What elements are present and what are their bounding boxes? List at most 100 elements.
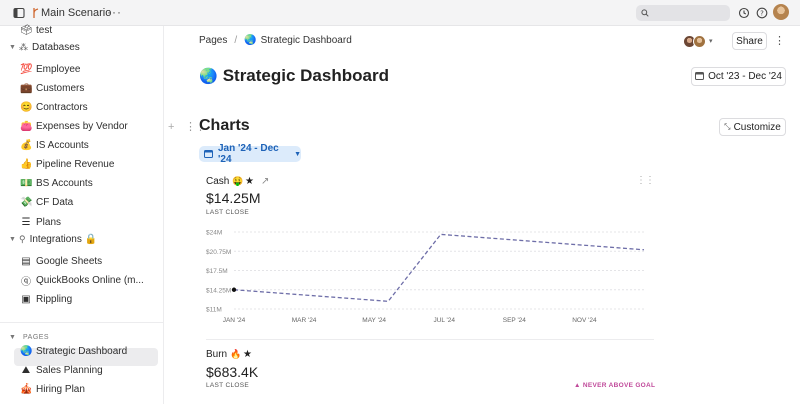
sidebar-item-label: Customers [36, 82, 85, 94]
search-icon [641, 6, 649, 20]
user-avatar[interactable] [773, 4, 789, 20]
sidebar-item-label: Plans [36, 216, 62, 228]
date-range-button[interactable]: Oct '23 - Dec '24 [691, 67, 786, 86]
fire-icon: 🔥 [230, 349, 242, 359]
customize-label: Customize [733, 121, 781, 133]
sidebar-divider [0, 322, 164, 323]
x-tick-label: MAY '24 [362, 317, 386, 324]
y-tick-label: $17.5M [206, 268, 228, 275]
sidebar-item-pipeline-revenue[interactable]: 👍 Pipeline Revenue [20, 156, 114, 172]
sidebar-item-label: test [36, 24, 53, 36]
cash-series-line [233, 233, 645, 302]
sidebar-page-sales-planning[interactable]: ⛰ Sales Planning [20, 362, 103, 378]
page-title: 🌏 Strategic Dashboard [199, 66, 389, 86]
top-bar: Main Scenario ··· ? [0, 0, 800, 26]
sidebar-item-label: Integrations 🔒 [29, 234, 98, 245]
breadcrumb: Pages / 🌏 Strategic Dashboard [199, 35, 352, 46]
page-menu-icon[interactable]: ⋮ [774, 35, 785, 47]
sidebar-item-icon: 💰 [20, 139, 33, 151]
chart-date-filter[interactable]: Jan '24 - Dec '24 ▼ [199, 143, 301, 165]
sidebar-item-employee[interactable]: 💯 Employee [20, 61, 80, 77]
chart-date-filter-label: Jan '24 - Dec '24 [218, 143, 279, 165]
add-block-icon[interactable]: + [168, 121, 175, 133]
sidebar-section-databases[interactable]: ▼ ⁂ Databases [9, 42, 80, 53]
x-tick-label: MAR '24 [292, 317, 317, 324]
sidebar-item-label: CF Data [36, 196, 74, 208]
metric-value-cash: $14.25M [206, 190, 261, 206]
star-icon[interactable]: ★ [243, 349, 252, 360]
sidebar-section-integrations[interactable]: ▼ ⚲ Integrations 🔒 [9, 234, 97, 245]
cash-line-chart: $11M $14.25M $17.5M $20.75M $24M JAN '24 MAR '… [206, 230, 645, 324]
sidebar-page-label: Strategic Dashboard [36, 345, 128, 357]
sidebar-item-rippling[interactable]: ▣ Rippling [20, 291, 72, 307]
star-icon[interactable]: ★ [245, 176, 254, 187]
sidebar-item-icon: 💼 [20, 82, 33, 94]
sidebar-item-label: QuickBooks Online (m... [36, 274, 144, 286]
sidebar-item-bs-accounts[interactable]: 💵 BS Accounts [20, 175, 93, 191]
sidebar-item-label: BS Accounts [36, 177, 93, 189]
expand-icon[interactable]: ↗ [261, 176, 270, 187]
sidebar-item-quickbooks-online-m[interactable]: ⓠ QuickBooks Online (m... [20, 272, 144, 288]
more-options-icon[interactable]: ··· [107, 5, 122, 19]
breadcrumb-separator: / [234, 35, 238, 46]
sidebar-item-icon: ☰ [21, 216, 31, 228]
share-button[interactable]: Share [732, 32, 767, 50]
sidebar-item-icon: ⓠ [21, 276, 31, 288]
chevron-down-icon: ▼ [9, 236, 16, 243]
metric-value-burn: $683.4K [206, 364, 259, 380]
customize-icon: ⤡ [724, 122, 731, 131]
sidebar-item-label: Google Sheets [36, 255, 103, 267]
active-page-highlight [14, 348, 158, 366]
sidebar-page-label: Sales Planning [36, 364, 103, 376]
avatar [693, 34, 706, 48]
section-title: Charts [199, 117, 250, 134]
metric-name-cash[interactable]: Cash 🤑 [206, 176, 244, 187]
sidebar-item-icon: ▣ [21, 293, 31, 305]
sidebar-item-label: Rippling [36, 293, 73, 305]
sidebar-item-icon: 🗳 [20, 24, 33, 36]
sidebar-item-customers[interactable]: 💼 Customers [20, 80, 84, 96]
search-box[interactable] [636, 5, 730, 21]
page-icon: 🌏 [20, 345, 33, 357]
globe-icon: 🌏 [199, 68, 218, 85]
sidebar-item-is-accounts[interactable]: 💰 IS Accounts [20, 137, 89, 153]
sidebar-toggle-icon[interactable] [12, 6, 26, 20]
last-close-marker [231, 287, 237, 292]
x-tick-label: NOV '24 [572, 317, 597, 324]
sidebar-item-cf-data[interactable]: 💸 CF Data [20, 194, 73, 210]
sidebar-item-icon: 💵 [20, 177, 33, 189]
sidebar-item-test[interactable]: 🗳 test [20, 22, 52, 38]
sidebar-page-hiring-plan[interactable]: 🎪 Hiring Plan [20, 381, 85, 397]
search-input[interactable] [652, 7, 724, 19]
history-icon[interactable] [737, 6, 751, 20]
x-tick-label: SEP '24 [503, 317, 527, 324]
x-tick-label: JUL '24 [433, 317, 455, 324]
chevron-down-icon: ▾ [709, 38, 713, 45]
drag-handle-icon[interactable]: ⋮⋮ [185, 121, 206, 133]
svg-text:?: ? [760, 9, 764, 17]
drag-handle-icon[interactable]: ⋮⋮ [636, 175, 655, 186]
breadcrumb-current: Strategic Dashboard [260, 35, 352, 46]
sidebar-item-contractors[interactable]: 😊 Contractors [20, 99, 88, 115]
sidebar-item-icon: 💸 [20, 196, 33, 208]
help-icon[interactable]: ? [755, 6, 769, 20]
sidebar-item-icon: ⚲ [19, 234, 26, 244]
card-divider [206, 339, 654, 340]
metric-name-burn[interactable]: Burn 🔥 [206, 349, 241, 360]
calendar-icon [695, 71, 705, 82]
chevron-down-icon: ▼ [9, 44, 16, 51]
collaborator-avatars[interactable]: ▾ [683, 33, 725, 49]
sidebar-item-plans[interactable]: ☰ Plans [20, 214, 62, 230]
pages-section-header[interactable]: ▼ PAGES [9, 334, 49, 341]
globe-icon: 🌏 [244, 35, 257, 46]
sidebar-item-expenses-by-vendor[interactable]: 👛 Expenses by Vendor [20, 118, 128, 134]
sidebar-item-icon: 👛 [20, 120, 33, 132]
sidebar-item-label: Pipeline Revenue [36, 158, 115, 170]
breadcrumb-pages-link[interactable]: Pages [199, 35, 228, 46]
scenario-name[interactable]: Main Scenario [41, 7, 112, 19]
sidebar-item-google-sheets[interactable]: ▤ Google Sheets [20, 253, 102, 269]
customize-button[interactable]: ⤡ Customize [719, 118, 786, 136]
sidebar-page-label: Hiring Plan [36, 383, 85, 395]
sidebar-page-strategic-dashboard[interactable]: 🌏 Strategic Dashboard [20, 343, 127, 359]
y-tick-label: $20.75M [206, 249, 231, 256]
